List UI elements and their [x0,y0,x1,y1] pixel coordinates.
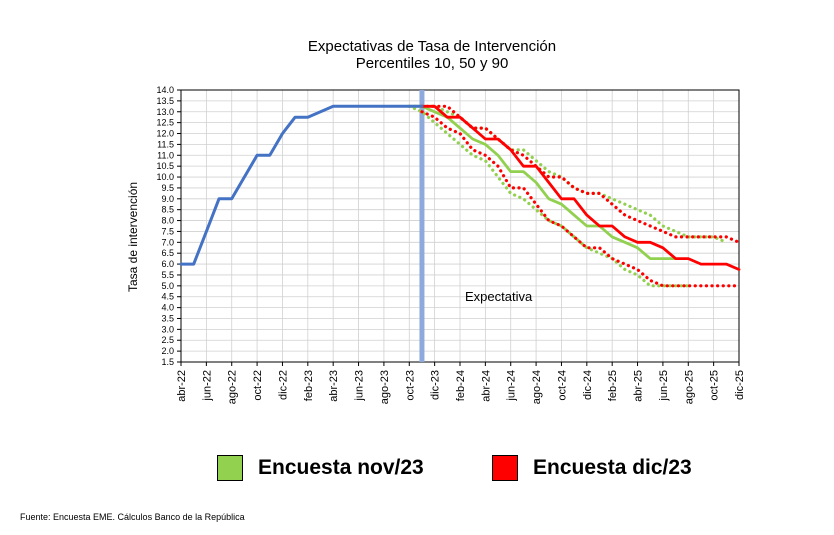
x-tick-label: ago-22 [227,370,239,404]
x-tick-label: jun-25 [658,370,670,402]
y-tick-label: 11.5 [157,139,174,149]
y-tick-label: 12.0 [156,129,174,139]
x-tick-label: abr-24 [480,370,492,402]
x-tick-label: jun-24 [506,370,518,402]
source-note: Fuente: Encuesta EME. Cálculos Banco de … [20,512,245,522]
y-tick-label: 12.5 [156,118,174,128]
y-tick-label: 7.5 [161,226,174,236]
y-axis: 1.52.02.53.03.54.04.55.05.56.06.57.07.58… [156,85,181,367]
y-tick-label: 14.0 [156,85,174,95]
x-tick-label: abr-25 [633,370,645,402]
x-tick-label: oct-24 [556,370,568,401]
legend-nov23: Encuesta nov/23 [217,455,424,481]
encuesta-dic-23-p10-line [420,110,741,288]
grid-lines [181,90,739,362]
y-tick-label: 10.5 [156,161,174,171]
x-tick-label: oct-23 [404,370,416,401]
y-tick-label: 5.5 [161,270,174,280]
y-tick-label: 6.0 [161,259,174,269]
series-lines [179,104,741,288]
legend-dic23: Encuesta dic/23 [492,455,692,481]
y-tick-label: 8.5 [161,205,174,215]
legend-label-dic23: Encuesta dic/23 [533,456,692,479]
x-tick-label: dic-22 [277,370,289,400]
x-tick-label: dic-24 [582,370,594,400]
x-tick-label: oct-25 [709,370,721,401]
x-axis: abr-22 jun-22 ago-22 oct-22 dic-22 feb-23 abr-… [176,362,746,404]
history-line [179,104,424,266]
y-tick-label: 9.5 [161,183,174,193]
chart-title: Expectativas de Tasa de Intervención [308,38,556,55]
x-tick-label: abr-22 [176,370,188,402]
chart-subtitle: Percentiles 10, 50 y 90 [356,55,509,72]
y-tick-label: 9.0 [161,194,174,204]
y-tick-label: 13.5 [156,96,174,106]
y-tick-label: 11.0 [157,150,174,160]
encuesta-dic-23-p50-line [420,104,741,271]
x-tick-label: dic-23 [430,370,442,400]
y-tick-label: 13.0 [156,107,174,117]
x-tick-label: feb-23 [303,370,315,401]
y-tick-label: 2.5 [161,335,174,345]
y-tick-label: 10.0 [156,172,174,182]
x-tick-label: ago-23 [379,370,391,404]
x-tick-label: jun-22 [201,370,213,402]
x-tick-label: feb-24 [455,370,467,401]
y-tick-label: 8.0 [161,216,174,226]
x-tick-label: feb-25 [607,370,619,401]
legend-swatch-nov23 [217,455,243,481]
x-tick-label: ago-24 [531,370,543,404]
x-tick-label: jun-23 [354,370,366,402]
y-tick-label: 4.5 [161,292,174,302]
expectativa-annotation: Expectativa [465,289,533,304]
y-tick-label: 3.0 [161,324,174,334]
legend-swatch-dic23 [492,455,518,481]
y-tick-label: 7.0 [161,237,174,247]
x-tick-label: ago-25 [683,370,695,404]
y-tick-label: 1.5 [161,357,174,367]
x-tick-label: oct-22 [252,370,264,401]
x-tick-label: dic-25 [734,370,746,400]
x-tick-label: abr-23 [328,370,340,402]
y-tick-label: 2.0 [161,346,174,356]
y-axis-title: Tasa de intervención [126,182,140,292]
y-tick-label: 6.5 [161,248,174,258]
y-tick-label: 5.0 [161,281,174,291]
y-tick-label: 4.0 [161,303,174,313]
legend-label-nov23: Encuesta nov/23 [258,456,424,479]
encuesta-nov-23-p50-line [407,104,677,261]
y-tick-label: 3.5 [161,313,174,323]
